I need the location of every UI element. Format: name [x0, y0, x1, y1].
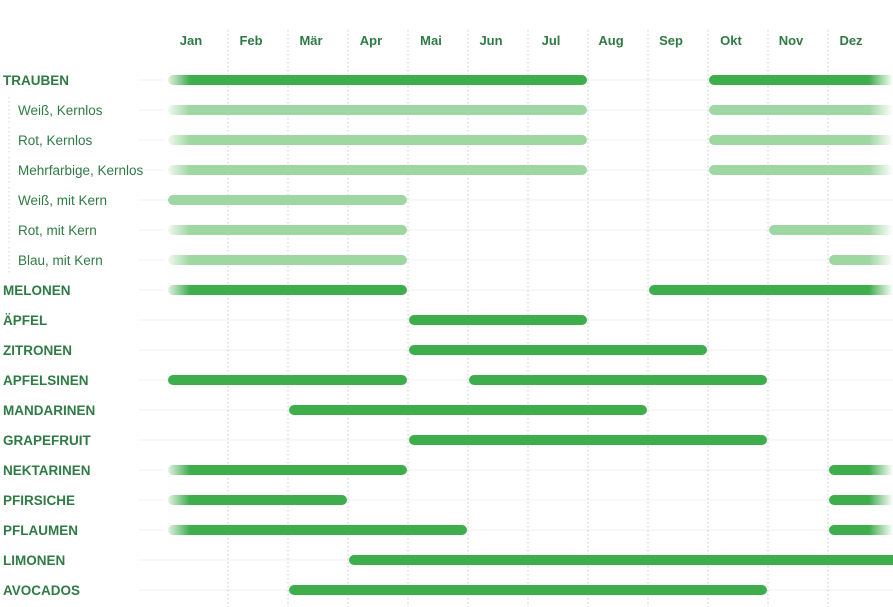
- row-labels: TRAUBEN Weiß, Kernlos Rot, Kernlos Mehrfarb…: [3, 73, 144, 598]
- edge-fades: [164, 74, 893, 536]
- season-bar-rot-mit-kern: [769, 225, 893, 235]
- season-bars: [168, 75, 893, 595]
- month-label-nov: Nov: [779, 33, 804, 48]
- row-label-weiss-mit-kern: Weiß, mit Kern: [18, 193, 107, 208]
- season-bar-weiss-kernlos: [168, 105, 587, 115]
- row-label-rot-kernlos: Rot, Kernlos: [18, 133, 93, 148]
- season-bar-apfelsinen: [168, 375, 407, 385]
- fade-right: [869, 164, 893, 176]
- season-bar-pflaumen: [168, 525, 467, 535]
- season-bar-mehrfarbige-kernlos: [168, 165, 587, 175]
- fade-left: [164, 74, 190, 86]
- season-bar-avocados: [289, 585, 767, 595]
- row-label-weiss-kernlos: Weiß, Kernlos: [18, 103, 103, 118]
- month-label-dez: Dez: [839, 33, 863, 48]
- month-label-mai: Mai: [420, 33, 442, 48]
- season-bar-nektarinen: [168, 465, 407, 475]
- season-bar-weiss-mit-kern: [168, 195, 407, 205]
- fade-left: [164, 104, 190, 116]
- season-bar-mandarinen: [289, 405, 647, 415]
- row-label-avocados: AVOCADOS: [3, 583, 80, 598]
- fade-right: [869, 284, 893, 296]
- fade-left: [164, 254, 190, 266]
- row-label-rot-mit-kern: Rot, mit Kern: [18, 223, 97, 238]
- row-label-pflaumen: PFLAUMEN: [3, 523, 78, 538]
- fade-right: [869, 134, 893, 146]
- fade-left: [164, 224, 190, 236]
- row-label-mehrfarbige-kernlos: Mehrfarbige, Kernlos: [18, 163, 144, 178]
- month-label-maer: Mär: [299, 33, 322, 48]
- month-label-jun: Jun: [479, 33, 502, 48]
- month-label-sep: Sep: [659, 33, 683, 48]
- season-bar-rot-kernlos: [709, 135, 893, 145]
- fade-left: [164, 284, 190, 296]
- season-bar-zitronen: [409, 345, 707, 355]
- row-label-melonen: MELONEN: [3, 283, 71, 298]
- row-label-apfelsinen: APFELSINEN: [3, 373, 89, 388]
- fade-right: [869, 74, 893, 86]
- season-bar-blau-mit-kern: [168, 255, 407, 265]
- season-bar-apfelsinen: [469, 375, 767, 385]
- fade-right: [869, 494, 893, 506]
- season-bar-rot-mit-kern: [168, 225, 407, 235]
- month-label-aug: Aug: [598, 33, 623, 48]
- month-label-jan: Jan: [180, 33, 202, 48]
- fade-left: [164, 134, 190, 146]
- row-label-limonen: LIMONEN: [3, 553, 65, 568]
- fade-left: [164, 524, 190, 536]
- fade-right: [869, 104, 893, 116]
- season-bar-pfirsiche: [168, 495, 347, 505]
- row-label-grapefruit: GRAPEFRUIT: [3, 433, 92, 448]
- season-bar-limonen: [349, 555, 893, 565]
- month-label-jul: Jul: [542, 33, 561, 48]
- fade-left: [164, 494, 190, 506]
- season-bar-trauben: [709, 75, 893, 85]
- row-label-pfirsiche: PFIRSICHE: [3, 493, 75, 508]
- season-bar-melonen: [649, 285, 893, 295]
- fade-left: [164, 164, 190, 176]
- row-label-aepfel: ÄPFEL: [3, 313, 47, 328]
- row-label-blau-mit-kern: Blau, mit Kern: [18, 253, 103, 268]
- fade-right: [869, 464, 893, 476]
- fade-right: [869, 224, 893, 236]
- season-bar-rot-kernlos: [168, 135, 587, 145]
- row-label-nektarinen: NEKTARINEN: [3, 463, 91, 478]
- fade-right: [869, 524, 893, 536]
- fade-right: [869, 254, 893, 266]
- month-label-okt: Okt: [720, 33, 742, 48]
- season-bar-trauben: [168, 75, 587, 85]
- month-header: Jan Feb Mär Apr Mai Jun Jul Aug Sep Okt Nov Dez: [180, 33, 863, 48]
- row-label-trauben: TRAUBEN: [3, 73, 69, 88]
- month-label-feb: Feb: [239, 33, 262, 48]
- row-label-zitronen: ZITRONEN: [3, 343, 72, 358]
- month-label-apr: Apr: [360, 33, 382, 48]
- season-bar-mehrfarbige-kernlos: [709, 165, 893, 175]
- row-label-mandarinen: MANDARINEN: [3, 403, 95, 418]
- season-bar-aepfel: [409, 315, 587, 325]
- season-bar-weiss-kernlos: [709, 105, 893, 115]
- season-bar-grapefruit: [409, 435, 767, 445]
- fade-left: [164, 464, 190, 476]
- season-bar-melonen: [168, 285, 407, 295]
